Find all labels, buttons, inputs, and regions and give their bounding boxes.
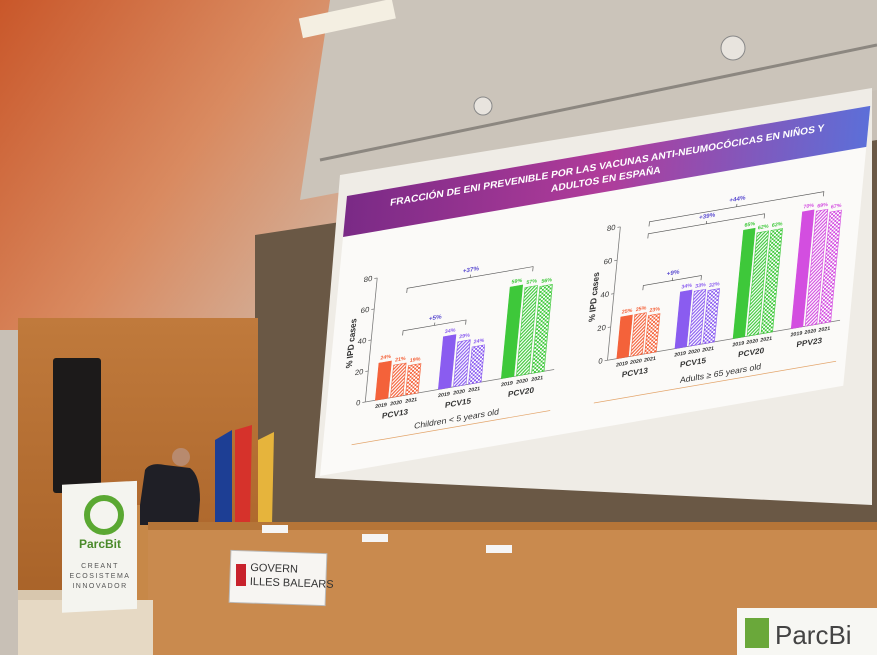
y-tick: [368, 340, 371, 341]
y-tick: [374, 278, 377, 279]
y-tick-label: 80: [363, 274, 372, 284]
name-card: [486, 545, 512, 553]
y-tick: [605, 360, 608, 361]
speaker-box: [53, 358, 101, 493]
y-tick-label: 40: [600, 290, 609, 300]
govern-emblem: [236, 564, 246, 586]
name-card: [262, 525, 288, 533]
y-tick-label: 40: [357, 336, 366, 346]
parcbit-tagline: ECOSISTEMA: [70, 573, 131, 580]
flag: [258, 432, 274, 528]
y-tick: [614, 260, 617, 261]
y-tick: [611, 294, 614, 295]
y-tick: [365, 371, 368, 372]
ceiling-camera: [721, 36, 745, 60]
govern-text: GOVERN: [250, 562, 298, 576]
name-card: [362, 534, 388, 542]
parcbit-tagline: INNOVADOR: [72, 583, 127, 590]
bar: [406, 363, 421, 395]
y-tick-label: 60: [603, 256, 612, 266]
photo: FRACCIÓN DE ENI PREVENIBLE POR LAS VACUN…: [0, 0, 877, 655]
corner-sign-text: ParcBi: [775, 620, 852, 650]
speaker-head: [172, 448, 190, 466]
ceiling-camera: [474, 97, 492, 115]
y-tick: [608, 327, 611, 328]
y-tick-label: 60: [360, 305, 369, 315]
y-tick: [371, 309, 374, 310]
parcbit-logo: ParcBit: [79, 537, 121, 551]
y-tick-label: 20: [354, 367, 363, 377]
corner-logo-mark: [745, 618, 769, 648]
flag: [215, 430, 232, 530]
y-tick: [617, 227, 620, 228]
speaker: [140, 464, 200, 525]
flag: [235, 425, 252, 528]
y-tick-label: 80: [607, 223, 616, 233]
y-tick-label: 20: [597, 323, 606, 333]
parcbit-tagline: CREANT: [81, 563, 119, 570]
table-top: [148, 522, 877, 530]
y-tick: [362, 402, 365, 403]
